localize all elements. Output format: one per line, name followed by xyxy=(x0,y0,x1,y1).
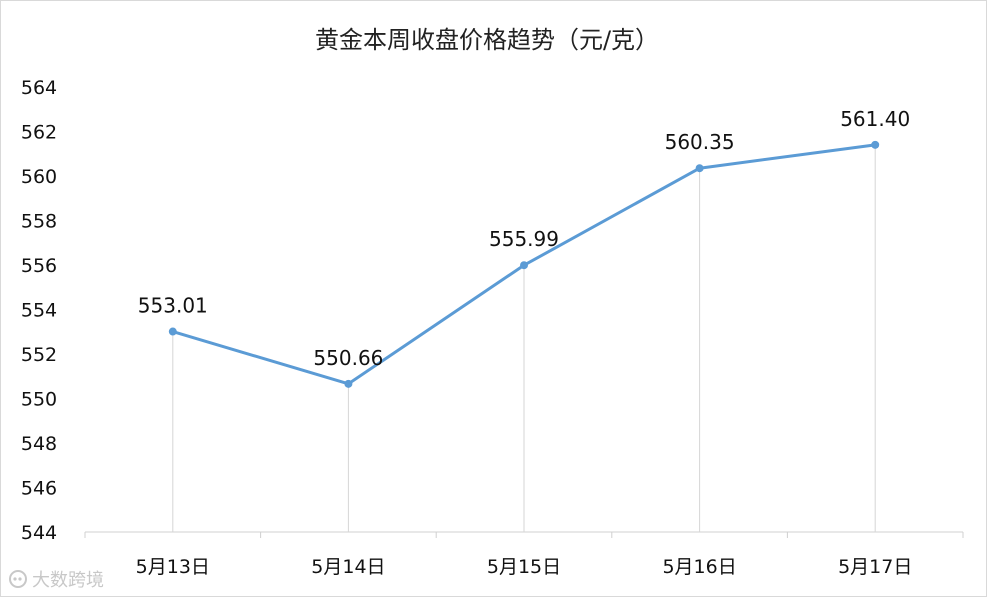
x-tick-label: 5月14日 xyxy=(311,556,385,578)
data-point[interactable] xyxy=(344,379,353,388)
data-point[interactable] xyxy=(695,164,704,173)
data-point[interactable] xyxy=(520,261,528,270)
chart-title: 黄金本周收盘价格趋势（元/克） xyxy=(315,26,659,54)
y-tick-label: 554 xyxy=(21,300,57,322)
data-label: 553.01 xyxy=(138,294,208,318)
y-tick-label: 544 xyxy=(21,522,57,544)
y-tick-label: 564 xyxy=(21,77,57,99)
y-tick-label: 560 xyxy=(21,166,57,188)
data-label: 561.40 xyxy=(840,107,910,131)
x-axis: 5月13日 5月14日 5月15日 5月16日 5月17日 xyxy=(84,531,964,578)
y-tick-label: 562 xyxy=(21,122,57,144)
data-label: 550.66 xyxy=(313,346,383,370)
watermark-text: 大数跨境 xyxy=(32,570,104,591)
y-tick-label: 558 xyxy=(21,211,57,233)
drop-lines xyxy=(172,144,876,532)
y-tick-label: 552 xyxy=(21,344,57,366)
y-axis: 544 546 548 550 552 554 556 558 560 562 564 xyxy=(21,77,57,544)
x-tick-label: 5月16日 xyxy=(662,556,736,578)
y-tick-label: 556 xyxy=(21,255,57,277)
y-tick-label: 550 xyxy=(21,389,57,411)
y-tick-label: 546 xyxy=(21,478,57,500)
data-label: 560.35 xyxy=(665,130,735,154)
y-tick-label: 548 xyxy=(21,433,57,455)
series-layer xyxy=(168,140,880,388)
x-tick-label: 5月17日 xyxy=(838,556,912,578)
x-tick-label: 5月13日 xyxy=(136,556,210,578)
data-labels: 553.01 550.66 555.99 560.35 561.40 xyxy=(138,107,910,370)
data-label: 555.99 xyxy=(489,227,559,251)
watermark: 大数跨境 xyxy=(7,566,104,592)
bubble-logo-icon xyxy=(9,570,27,588)
x-tick-label: 5月15日 xyxy=(487,556,561,578)
data-point[interactable] xyxy=(871,140,880,149)
data-point[interactable] xyxy=(168,327,177,336)
